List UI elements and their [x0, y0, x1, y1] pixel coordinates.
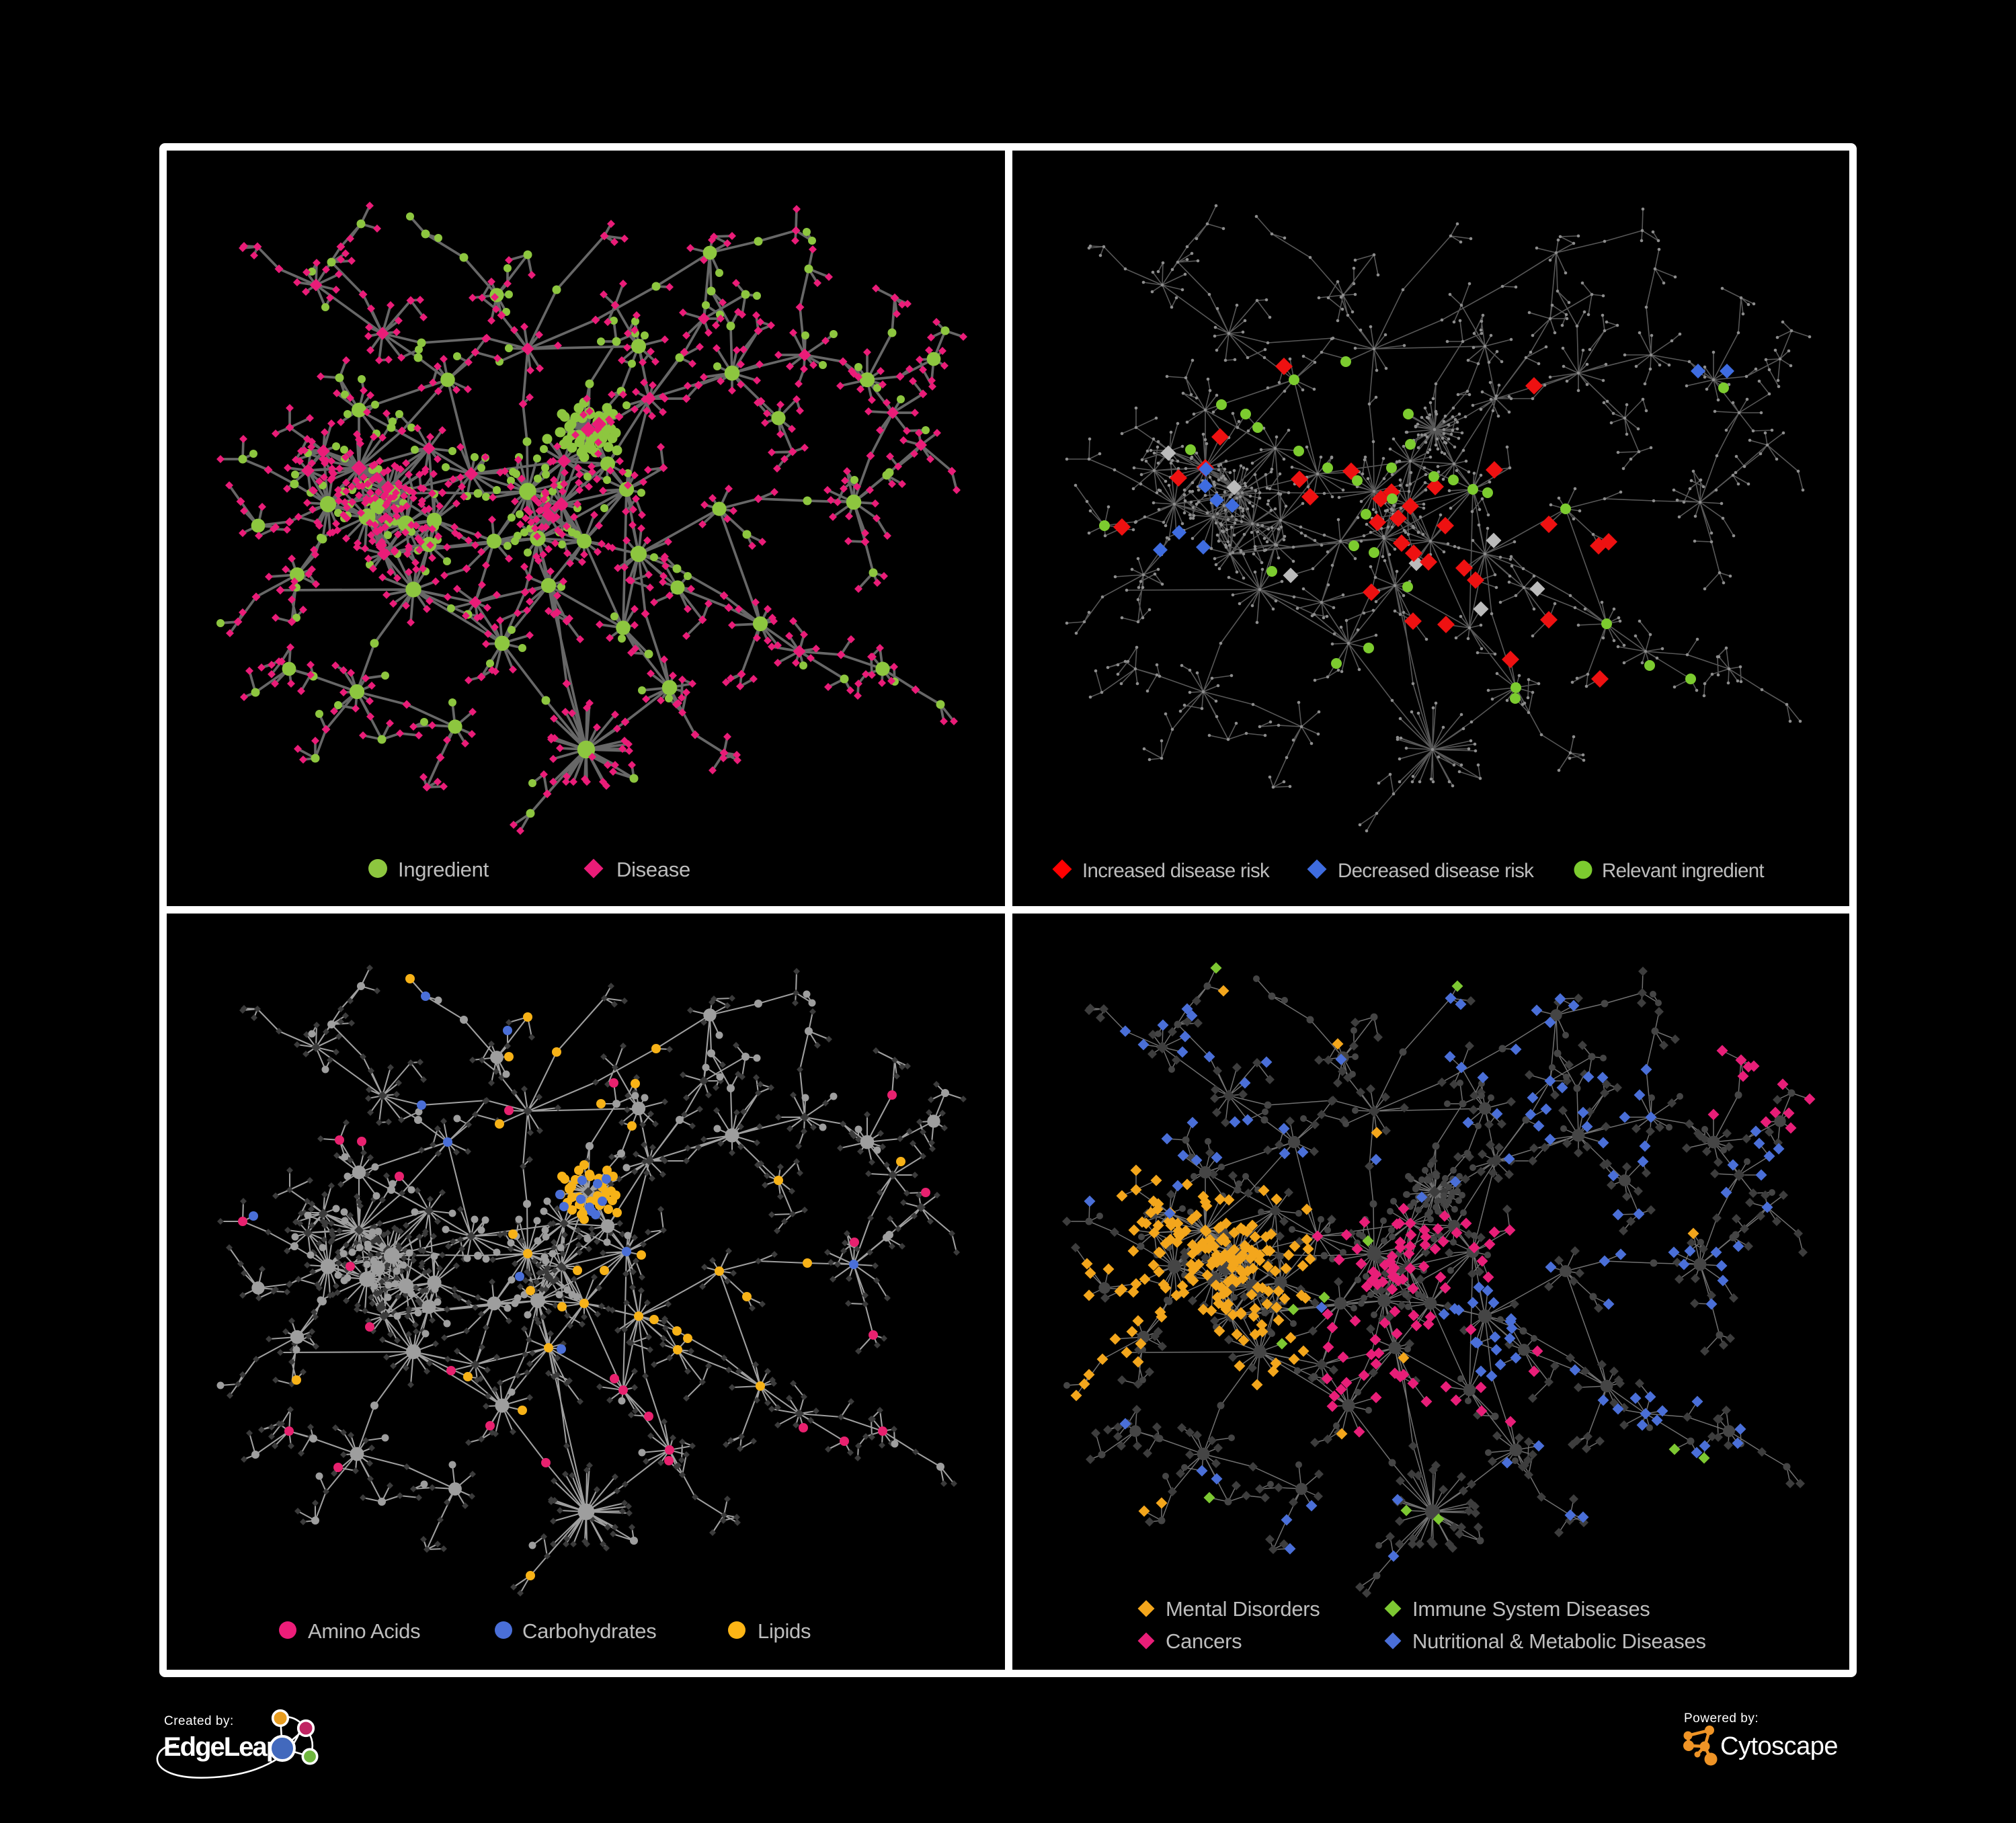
svg-text:Nutritional & Metabolic Diseas: Nutritional & Metabolic Diseases — [1412, 1629, 1706, 1653]
svg-text:Carbohydrates: Carbohydrates — [522, 1619, 656, 1643]
svg-text:Created by:: Created by: — [164, 1714, 234, 1728]
svg-text:Decreased disease risk: Decreased disease risk — [1338, 860, 1534, 882]
svg-text:EdgeLeap: EdgeLeap — [163, 1732, 282, 1762]
svg-text:Immune System Diseases: Immune System Diseases — [1412, 1597, 1650, 1621]
svg-text:Ingredient: Ingredient — [398, 858, 489, 881]
svg-text:Increased disease risk: Increased disease risk — [1082, 860, 1270, 882]
svg-text:Cytoscape: Cytoscape — [1720, 1732, 1838, 1760]
svg-text:Mental Disorders: Mental Disorders — [1166, 1597, 1320, 1621]
svg-text:Amino Acids: Amino Acids — [308, 1619, 420, 1643]
svg-text:Disease: Disease — [616, 858, 690, 881]
svg-text:Cancers: Cancers — [1166, 1629, 1242, 1653]
svg-text:Powered by:: Powered by: — [1684, 1711, 1759, 1726]
svg-text:Lipids: Lipids — [758, 1619, 811, 1643]
svg-text:Relevant ingredient: Relevant ingredient — [1602, 860, 1764, 882]
